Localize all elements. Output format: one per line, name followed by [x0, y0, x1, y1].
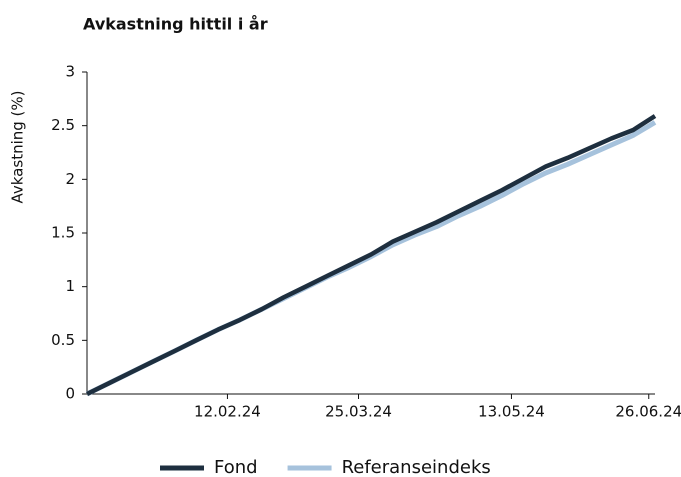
x-tick-label: 25.03.24	[325, 403, 392, 421]
y-tick-label: 2	[65, 170, 75, 188]
y-axis-label: Avkastning (%)	[9, 91, 27, 204]
y-tick-label: 3	[65, 63, 75, 81]
x-tick-label: 12.02.24	[194, 403, 261, 421]
series-line	[86, 114, 657, 397]
legend-label: Fond	[214, 457, 258, 477]
y-tick-label: 2.5	[51, 116, 75, 134]
x-tick-label: 13.05.24	[478, 403, 545, 421]
y-tick-label: 0.5	[51, 331, 75, 349]
y-tick-label: 1	[65, 277, 75, 295]
y-tick-label: 0	[65, 385, 75, 403]
chart-title: Avkastning hittil i år	[83, 15, 268, 34]
y-tick-label: 1.5	[51, 224, 75, 242]
legend-label: Referanseindeks	[342, 457, 491, 477]
x-tick-label: 26.06.24	[615, 403, 681, 421]
